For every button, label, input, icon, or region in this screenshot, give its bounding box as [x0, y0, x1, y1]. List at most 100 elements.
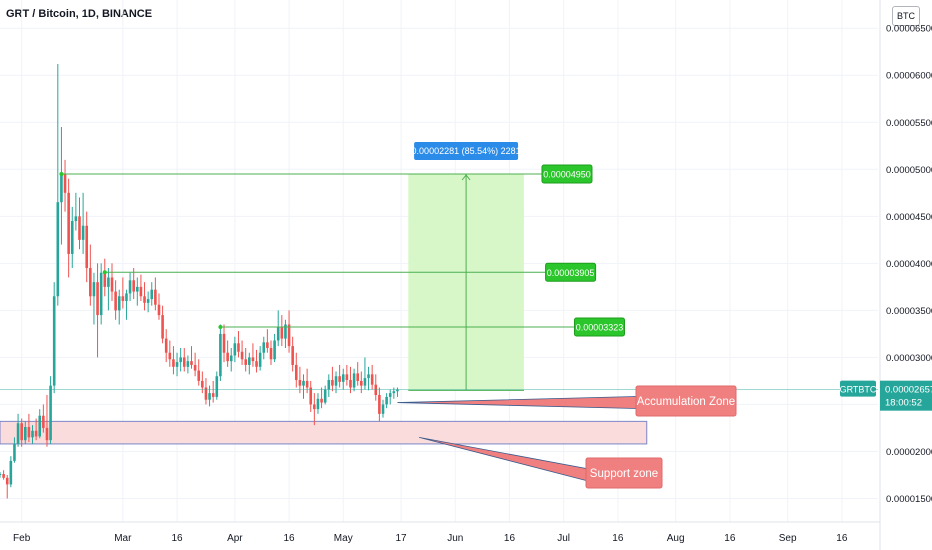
price-line-label: 0.00004950: [543, 170, 591, 180]
candle-body: [258, 352, 262, 367]
candle-body: [20, 423, 23, 441]
candle-body: [31, 430, 34, 438]
x-tick-label: 16: [836, 533, 848, 544]
candle-body: [96, 282, 99, 316]
candle-body: [150, 289, 154, 300]
candle-body: [269, 348, 273, 360]
price-badges: GRTBTC 0.00002657 18:00:52: [840, 380, 932, 411]
candle-body: [74, 216, 78, 222]
candle-body: [182, 357, 186, 367]
candle-body: [248, 357, 251, 365]
candle-body: [276, 327, 280, 341]
candle-body: [143, 296, 146, 303]
candle-body: [168, 352, 172, 360]
x-tick-label: Mar: [114, 533, 132, 544]
candle-body: [89, 268, 92, 297]
y-tick-label: 0.00006000: [886, 71, 932, 82]
candle-body: [49, 385, 52, 441]
y-tick-label: 0.00006500: [886, 24, 932, 35]
candle-body: [201, 380, 204, 388]
candle-body: [381, 404, 385, 414]
candle-body: [345, 374, 349, 380]
candle-body: [226, 352, 229, 362]
price-line-label-box: [541, 164, 593, 184]
candle-body: [280, 327, 284, 339]
candle-body: [193, 364, 197, 371]
price-line-label: 0.00003905: [547, 268, 595, 278]
y-tick-label: 0.00005000: [886, 165, 932, 176]
candle-body: [392, 391, 396, 394]
candle-body: [273, 340, 276, 360]
x-tick-label: 16: [283, 533, 295, 544]
candle-body: [92, 282, 96, 297]
projection-arrow-head: [461, 174, 471, 181]
candle-body: [23, 427, 27, 441]
candle-body: [255, 361, 258, 367]
callout-label: Support zone: [590, 468, 658, 480]
x-tick-label: 17: [395, 533, 407, 544]
price-line-label-box: [545, 262, 597, 282]
x-tick-label: Apr: [227, 533, 243, 544]
x-tick-label: Jul: [557, 533, 570, 544]
y-tick-label: 0.00004000: [886, 259, 932, 270]
candle-body: [320, 398, 323, 403]
candle-body: [313, 404, 316, 410]
callout-box: [585, 457, 663, 489]
candle-body: [110, 277, 114, 292]
callouts: Accumulation Zone Support zone: [397, 385, 737, 489]
candle-body: [284, 324, 287, 339]
candle-body: [331, 379, 334, 386]
y-tick-label: 0.00003000: [886, 353, 932, 364]
candle-body: [136, 286, 139, 292]
x-tick-label: 16: [724, 533, 736, 544]
candle-body: [117, 296, 121, 311]
candle-body: [16, 423, 20, 444]
candle-body: [291, 346, 294, 365]
candle-body: [197, 370, 201, 381]
candle-body: [45, 427, 49, 441]
candle-body: [363, 378, 367, 386]
candle-body: [388, 393, 392, 397]
candle-body: [186, 361, 190, 367]
x-axis: Feb Mar 16 Apr 16 May 17 Jun 16 Jul 16 Aug 16 Sep 16: [0, 521, 880, 544]
candle-body: [244, 359, 247, 365]
candle-body: [305, 380, 309, 388]
candle-body: [356, 373, 360, 381]
candle-body: [99, 272, 103, 316]
y-tick-label: 0.00004500: [886, 212, 932, 223]
candle-body: [132, 280, 135, 292]
candle-body: [0, 474, 2, 476]
candle-body: [139, 286, 143, 297]
candle-body: [114, 291, 117, 311]
x-tick-label: Sep: [779, 533, 797, 544]
candle-body: [266, 342, 269, 348]
currency-badge[interactable]: BTC: [892, 6, 920, 26]
symbol-title: GRT / Bitcoin, 1D, BINANCE: [6, 8, 153, 20]
candle-body: [63, 174, 67, 193]
candle-body: [251, 357, 255, 362]
current-price-badge: [880, 380, 932, 411]
candle-body: [327, 379, 331, 390]
candle-body: [367, 374, 370, 379]
price-line-label-box: [573, 317, 625, 337]
candle-body: [370, 374, 374, 385]
candle-body: [237, 343, 240, 352]
zones: [0, 420, 648, 445]
candle-body: [125, 293, 128, 301]
candle-body: [215, 376, 219, 397]
candle-body: [121, 296, 125, 301]
x-tick-label: Aug: [667, 533, 685, 544]
x-tick-label: May: [334, 533, 353, 544]
callout-pointer: [397, 396, 637, 409]
candle-body: [42, 415, 45, 428]
x-tick-label: 16: [504, 533, 516, 544]
candle-body: [52, 296, 56, 386]
candle-body: [334, 376, 338, 386]
candle-body: [262, 342, 266, 353]
candle-body: [27, 427, 31, 438]
candle-body: [323, 389, 327, 403]
candle-body: [294, 364, 298, 380]
candle-body: [164, 338, 168, 353]
candle-body: [146, 299, 150, 303]
